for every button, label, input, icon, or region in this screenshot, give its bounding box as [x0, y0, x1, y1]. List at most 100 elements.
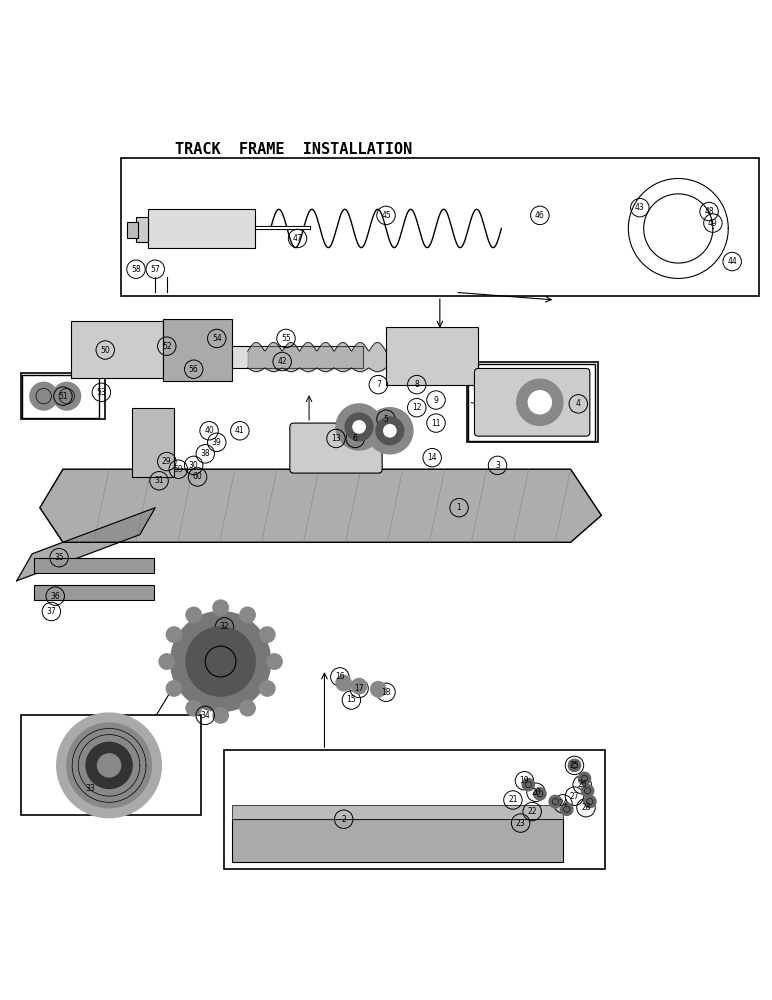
Circle shape — [53, 382, 80, 410]
Circle shape — [97, 754, 120, 777]
Text: 36: 36 — [50, 592, 60, 601]
Text: 52: 52 — [162, 342, 171, 351]
Circle shape — [213, 708, 229, 723]
Text: 31: 31 — [154, 476, 164, 485]
Circle shape — [353, 421, 365, 433]
Text: 15: 15 — [347, 695, 356, 704]
Text: 2: 2 — [341, 815, 346, 824]
Text: 14: 14 — [428, 453, 437, 462]
Circle shape — [240, 700, 256, 716]
Circle shape — [186, 627, 256, 696]
FancyBboxPatch shape — [386, 327, 479, 385]
FancyBboxPatch shape — [147, 209, 256, 248]
Text: 45: 45 — [381, 211, 391, 220]
Circle shape — [240, 607, 256, 623]
FancyBboxPatch shape — [35, 585, 154, 600]
Text: 40: 40 — [205, 426, 214, 435]
Text: 11: 11 — [432, 419, 441, 428]
Text: 7: 7 — [376, 380, 381, 389]
Text: 21: 21 — [508, 795, 518, 804]
Circle shape — [336, 404, 382, 450]
Circle shape — [267, 654, 282, 669]
FancyBboxPatch shape — [232, 805, 563, 819]
Text: 33: 33 — [85, 784, 95, 793]
Text: 27: 27 — [570, 792, 579, 801]
Text: 18: 18 — [381, 688, 391, 697]
Circle shape — [259, 627, 275, 642]
Text: TRACK  FRAME  INSTALLATION: TRACK FRAME INSTALLATION — [175, 142, 412, 157]
Text: 23: 23 — [516, 819, 526, 828]
Circle shape — [581, 785, 594, 797]
Circle shape — [259, 681, 275, 696]
Circle shape — [384, 425, 396, 437]
Text: 55: 55 — [281, 334, 291, 343]
Text: 8: 8 — [415, 380, 419, 389]
FancyBboxPatch shape — [127, 222, 138, 238]
Text: 46: 46 — [535, 211, 545, 220]
Circle shape — [371, 682, 386, 697]
Text: 3: 3 — [495, 461, 500, 470]
FancyBboxPatch shape — [70, 321, 163, 378]
Text: 47: 47 — [293, 234, 303, 243]
Text: 48: 48 — [704, 207, 714, 216]
Text: 37: 37 — [46, 607, 56, 616]
Circle shape — [336, 675, 351, 691]
FancyBboxPatch shape — [132, 408, 174, 477]
Circle shape — [549, 795, 561, 808]
Text: 19: 19 — [520, 776, 530, 785]
Circle shape — [522, 778, 534, 791]
Text: 53: 53 — [96, 388, 107, 397]
Circle shape — [560, 803, 573, 815]
Text: 29: 29 — [162, 457, 171, 466]
Circle shape — [186, 607, 201, 623]
Circle shape — [171, 612, 271, 712]
Circle shape — [166, 627, 181, 642]
Circle shape — [533, 788, 546, 800]
FancyBboxPatch shape — [163, 319, 232, 381]
Text: 6: 6 — [353, 434, 357, 443]
Text: 20: 20 — [531, 788, 541, 797]
Polygon shape — [40, 469, 601, 542]
Circle shape — [30, 382, 58, 410]
FancyBboxPatch shape — [136, 217, 147, 242]
Circle shape — [86, 742, 132, 788]
Circle shape — [568, 759, 581, 772]
Text: 58: 58 — [131, 265, 141, 274]
Circle shape — [57, 713, 161, 818]
Text: 12: 12 — [412, 403, 422, 412]
Text: 50: 50 — [100, 346, 110, 355]
Text: 41: 41 — [235, 426, 245, 435]
Text: 57: 57 — [151, 265, 160, 274]
Text: 17: 17 — [354, 684, 364, 693]
Text: 22: 22 — [527, 807, 537, 816]
Text: 44: 44 — [727, 257, 737, 266]
FancyBboxPatch shape — [232, 819, 563, 862]
Text: 38: 38 — [201, 449, 210, 458]
Text: 16: 16 — [335, 672, 344, 681]
Text: 35: 35 — [54, 553, 64, 562]
Circle shape — [367, 408, 413, 454]
Text: 56: 56 — [189, 365, 198, 374]
Circle shape — [345, 413, 373, 441]
Text: 39: 39 — [212, 438, 222, 447]
Circle shape — [528, 391, 551, 414]
Text: 28: 28 — [581, 803, 591, 812]
Text: 43: 43 — [635, 203, 645, 212]
Circle shape — [584, 795, 596, 808]
Circle shape — [66, 723, 151, 808]
FancyBboxPatch shape — [475, 368, 590, 436]
Text: 9: 9 — [434, 396, 438, 405]
Text: 26: 26 — [577, 780, 587, 789]
Text: 34: 34 — [201, 711, 210, 720]
FancyBboxPatch shape — [469, 364, 595, 441]
Text: 25: 25 — [570, 761, 579, 770]
Circle shape — [351, 678, 367, 694]
Circle shape — [578, 772, 591, 785]
Polygon shape — [17, 508, 155, 581]
FancyBboxPatch shape — [290, 423, 382, 473]
Text: 5: 5 — [384, 415, 388, 424]
Text: 4: 4 — [576, 399, 581, 408]
Text: 32: 32 — [220, 622, 229, 631]
Text: 59: 59 — [174, 465, 183, 474]
FancyBboxPatch shape — [22, 375, 99, 418]
